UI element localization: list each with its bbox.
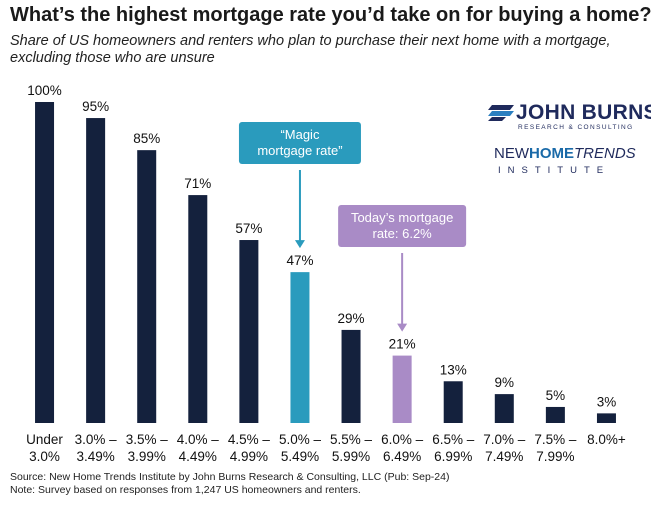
tick-label-0-0: Under <box>26 432 63 447</box>
tick-label-11-0: 8.0%+ <box>587 432 626 447</box>
tick-label-3-0: 4.0% – <box>177 432 220 447</box>
bar-6 <box>341 329 361 423</box>
john-burns-logo: JOHN BURNS RESEARCH & CONSULTING <box>488 101 651 133</box>
data-label-7: 21% <box>389 337 416 352</box>
tick-label-9-1: 7.49% <box>485 449 523 464</box>
data-label-11: 3% <box>597 394 617 409</box>
survey-note: Note: Survey based on responses from 1,2… <box>10 484 361 496</box>
data-label-6: 29% <box>338 311 365 326</box>
data-label-9: 9% <box>495 375 515 390</box>
annotation-text-0-0: “Magic <box>280 127 320 142</box>
annotation-text-1-1: rate: 6.2% <box>372 226 432 241</box>
data-label-1: 95% <box>82 99 109 114</box>
nht-institute: INSTITUTE <box>498 165 611 176</box>
nht-home: HOME <box>529 145 574 162</box>
tick-label-6-0: 5.5% – <box>330 432 373 447</box>
data-label-0: 100% <box>27 83 62 98</box>
john-burns-logo-mark-icon <box>488 105 514 121</box>
tick-label-7-0: 6.0% – <box>381 432 424 447</box>
tick-label-4-1: 4.99% <box>230 449 268 464</box>
tick-label-6-1: 5.99% <box>332 449 370 464</box>
source-note: Source: New Home Trends Institute by Joh… <box>10 471 450 483</box>
bar-5 <box>290 272 310 423</box>
bar-11 <box>596 413 616 423</box>
bar-chart: 100% Under 3.0% 95% 3.0% – 3.49% 85% 3.5% – 3.99… <box>26 83 626 464</box>
tick-label-5-0: 5.0% – <box>279 432 322 447</box>
tick-label-9-0: 7.0% – <box>483 432 526 447</box>
tick-label-2-0: 3.5% – <box>126 432 169 447</box>
john-burns-logo-subtext: RESEARCH & CONSULTING <box>518 124 634 131</box>
tick-label-0-1: 3.0% <box>29 449 60 464</box>
bar-2 <box>137 150 157 423</box>
tick-label-5-1: 5.49% <box>281 449 319 464</box>
chart-footer: Source: New Home Trends Institute by Joh… <box>10 471 449 497</box>
annotation-box-1 <box>338 205 467 247</box>
tick-label-10-0: 7.5% – <box>534 432 577 447</box>
bar-8 <box>443 381 463 423</box>
nht-trends: TRENDS <box>574 145 636 162</box>
data-label-10: 5% <box>546 388 566 403</box>
tick-label-2-1: 3.99% <box>128 449 166 464</box>
john-burns-logo-text: JOHN BURNS <box>516 101 651 124</box>
bar-0 <box>35 102 55 423</box>
tick-label-7-1: 6.49% <box>383 449 421 464</box>
bar-4 <box>239 240 259 423</box>
data-label-8: 13% <box>440 362 467 377</box>
data-label-3: 71% <box>184 176 211 191</box>
data-label-4: 57% <box>235 221 262 236</box>
bar-10 <box>545 406 565 423</box>
bar-3 <box>188 195 208 423</box>
data-label-5: 47% <box>286 253 313 268</box>
new-home-trends-logo-text: NEWHOMETRENDS <box>494 145 636 162</box>
annotation-arrow-head-1 <box>397 323 408 332</box>
new-home-trends-logo: NEWHOMETRENDS INSTITUTE <box>494 145 636 181</box>
tick-label-8-1: 6.99% <box>434 449 472 464</box>
bar-1 <box>86 118 106 424</box>
tick-label-4-0: 4.5% – <box>228 432 271 447</box>
tick-label-10-1: 7.99% <box>536 449 574 464</box>
chart-subtitle: Share of US homeowners and renters who p… <box>10 33 611 66</box>
tick-label-1-1: 3.49% <box>76 449 114 464</box>
annotation-box-0 <box>238 122 361 164</box>
bar-9 <box>494 394 514 423</box>
annotation-arrow-head-0 <box>294 240 305 249</box>
tick-label-8-0: 6.5% – <box>432 432 475 447</box>
annotation-text-1-0: Today’s mortgage <box>351 210 453 225</box>
bar-7 <box>392 355 412 423</box>
data-label-2: 85% <box>133 131 160 146</box>
nht-new: NEW <box>494 145 529 162</box>
tick-label-1-0: 3.0% – <box>75 432 118 447</box>
chart-title: What’s the highest mortgage rate you’d t… <box>10 4 651 26</box>
tick-label-3-1: 4.49% <box>179 449 217 464</box>
annotation-text-0-1: mortgage rate” <box>257 143 342 158</box>
